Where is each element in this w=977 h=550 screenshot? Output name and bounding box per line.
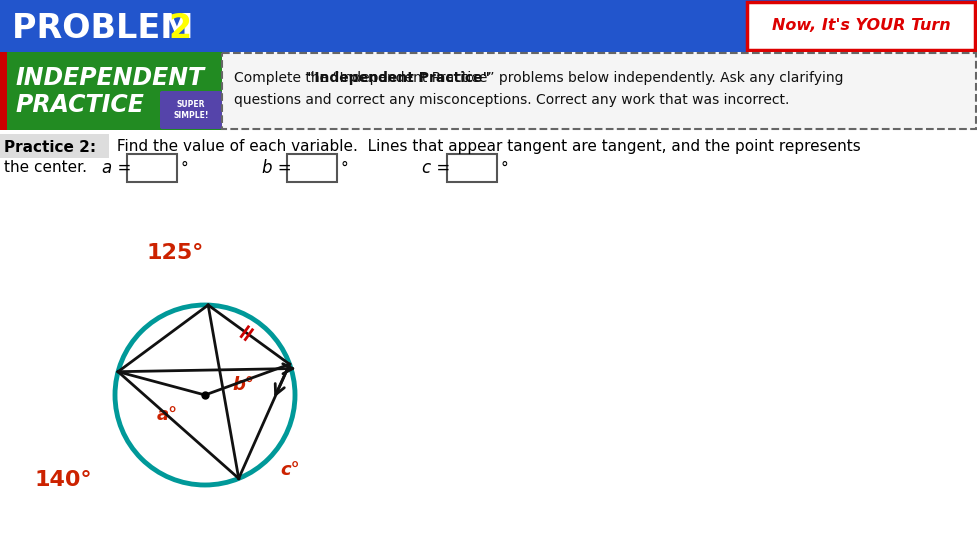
Text: Complete the “Independent Practice” problems below independently. Ask any clarif: Complete the “Independent Practice” prob… (234, 71, 842, 85)
Text: c°: c° (279, 461, 300, 479)
Text: 2: 2 (168, 12, 191, 45)
Text: PROBLEM: PROBLEM (12, 12, 205, 45)
FancyBboxPatch shape (0, 0, 977, 52)
Text: Now, It's YOUR Turn: Now, It's YOUR Turn (771, 19, 950, 34)
FancyBboxPatch shape (286, 154, 337, 182)
Text: a =: a = (102, 159, 131, 177)
Text: SUPER
SIMPLE!: SUPER SIMPLE! (173, 100, 208, 120)
Text: 125°: 125° (147, 243, 203, 263)
Text: a°: a° (156, 406, 178, 424)
Text: the center.: the center. (4, 160, 87, 174)
Text: questions and correct any misconceptions. Correct any work that was incorrect.: questions and correct any misconceptions… (234, 93, 788, 107)
Text: b =: b = (262, 159, 291, 177)
FancyBboxPatch shape (7, 52, 222, 130)
Text: °: ° (180, 161, 188, 175)
FancyBboxPatch shape (0, 52, 977, 130)
Text: INDEPENDENT: INDEPENDENT (16, 66, 205, 90)
FancyBboxPatch shape (222, 53, 975, 129)
Text: c =: c = (421, 159, 449, 177)
Text: °: ° (340, 161, 348, 175)
Text: 140°: 140° (34, 470, 92, 490)
FancyBboxPatch shape (746, 2, 974, 50)
Text: Practice 2:: Practice 2: (4, 140, 96, 155)
FancyBboxPatch shape (0, 134, 108, 158)
Text: "Independent Practice": "Independent Practice" (307, 71, 489, 85)
Text: PRACTICE: PRACTICE (16, 93, 145, 117)
Text: b°: b° (232, 376, 254, 394)
Text: Find the value of each variable.  Lines that appear tangent are tangent, and the: Find the value of each variable. Lines t… (112, 140, 860, 155)
FancyBboxPatch shape (446, 154, 496, 182)
FancyBboxPatch shape (127, 154, 177, 182)
FancyBboxPatch shape (160, 91, 222, 129)
Text: °: ° (499, 161, 507, 175)
FancyBboxPatch shape (0, 52, 7, 130)
